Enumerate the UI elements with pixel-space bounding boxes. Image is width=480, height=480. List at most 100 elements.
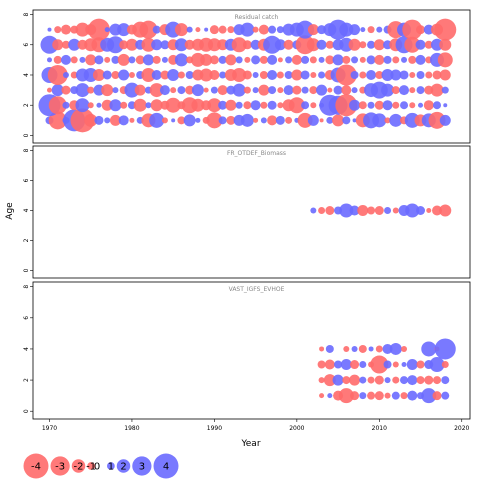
bubble-negative: [277, 87, 284, 94]
y-tick-label: 4: [23, 208, 30, 212]
bubble-negative: [46, 87, 52, 93]
legend-bubble: [71, 459, 86, 473]
x-tick-label: 2010: [372, 425, 387, 432]
bubble-negative: [374, 100, 384, 110]
legend-label: 1: [108, 462, 114, 473]
x-axis: 1970 1980 1990 2000 2010 2020: [42, 419, 470, 432]
bubble-negative: [341, 85, 352, 96]
bubble-negative: [309, 86, 318, 95]
bubble-positive: [109, 99, 122, 112]
bubble-negative: [439, 204, 452, 217]
bubble-negative: [177, 71, 185, 79]
bubble-negative: [323, 374, 336, 387]
bubble-positive: [434, 338, 456, 360]
bubble-negative: [392, 56, 400, 64]
bubble-positive: [401, 56, 408, 63]
x-tick-label: 2000: [289, 425, 304, 432]
panel-title: VAST_IGFS_EVHOE: [229, 286, 285, 293]
bubble-negative: [391, 86, 400, 95]
y-tick-label: 6: [23, 316, 30, 320]
bubble-positive: [68, 38, 81, 51]
bubble-positive: [443, 103, 448, 108]
bubble-positive: [161, 56, 168, 63]
bubble-positive: [267, 54, 278, 65]
x-tick-label: 1980: [124, 425, 139, 432]
bubble-positive: [240, 22, 255, 37]
bubble-positive: [167, 68, 180, 81]
bubble-negative: [242, 40, 252, 50]
bubble-negative: [231, 37, 247, 53]
legend-item: 0: [94, 462, 100, 473]
legend-label: 3: [139, 462, 145, 473]
bubble-negative: [87, 102, 94, 109]
bubble-positive: [171, 118, 176, 123]
bubble-positive: [367, 40, 376, 49]
bubble-positive: [186, 26, 193, 33]
panel-title: Residual catch: [235, 14, 279, 21]
bubble-positive: [415, 54, 426, 65]
legend-label: -4: [31, 462, 41, 473]
bubble-positive: [174, 53, 188, 67]
bubble-negative: [218, 25, 227, 34]
bubble-negative: [52, 39, 64, 51]
bubble-positive: [260, 117, 267, 124]
bubble-positive: [145, 102, 152, 109]
legend-bubble: [107, 462, 115, 470]
bubble-positive: [283, 85, 294, 96]
bubble-negative: [375, 345, 383, 353]
x-tick-label: 1970: [42, 425, 57, 432]
bubble-negative: [225, 54, 237, 66]
bubble-positive: [340, 359, 352, 371]
bubble-negative: [402, 19, 423, 40]
bubble-negative: [392, 101, 400, 109]
bubble-positive: [274, 39, 286, 51]
bubble-negative: [184, 39, 195, 50]
bubble-negative: [335, 64, 357, 86]
bubble-negative: [259, 55, 268, 64]
bubble-positive: [382, 343, 393, 354]
bubble-positive: [367, 101, 375, 109]
bubble-positive: [349, 99, 361, 111]
bubble-negative: [61, 40, 70, 49]
bubble-positive: [251, 55, 261, 65]
bubble-positive: [117, 23, 131, 37]
bubble-positive: [75, 98, 90, 113]
bubble-negative: [291, 54, 302, 65]
bubble-positive: [159, 85, 170, 96]
legend-label: 0: [94, 462, 100, 473]
bubble-negative: [207, 38, 221, 52]
bubble-negative: [342, 376, 351, 385]
bubble-negative: [267, 115, 278, 126]
bubble-positive: [316, 39, 327, 50]
bubble-positive: [250, 100, 261, 111]
legend: -4 -3 -2 -10 1 2 3 4: [23, 453, 179, 479]
bubble-positive: [351, 87, 358, 94]
bubble-negative: [292, 85, 302, 95]
bubble-positive: [301, 55, 310, 64]
y-tick-label: 6: [23, 43, 30, 47]
bubble-negative: [243, 86, 251, 94]
bubble-negative: [317, 360, 326, 369]
legend-item: 4: [153, 453, 179, 479]
bubble-positive: [359, 376, 367, 384]
bubble-negative: [174, 23, 188, 37]
bubble-positive: [366, 55, 376, 65]
bubble-positive: [376, 26, 383, 33]
bubble-positive: [152, 25, 161, 34]
bubble-positive: [339, 203, 354, 218]
bubble-positive: [106, 36, 124, 54]
bubbles: [310, 203, 452, 218]
bubble-positive: [94, 55, 104, 65]
bubble-positive: [218, 55, 227, 64]
bubble-negative: [424, 375, 434, 385]
bubble-negative: [401, 345, 408, 352]
bubble-positive: [62, 71, 69, 78]
bubble-negative: [318, 207, 326, 214]
panel-title: FR_OTDEF_Biomass: [227, 150, 286, 157]
y-tick-label: 4: [23, 73, 30, 77]
bubble-negative: [177, 116, 186, 125]
bubble-positive: [60, 54, 71, 65]
bubble-negative: [125, 38, 138, 51]
bubble-negative: [252, 26, 259, 33]
